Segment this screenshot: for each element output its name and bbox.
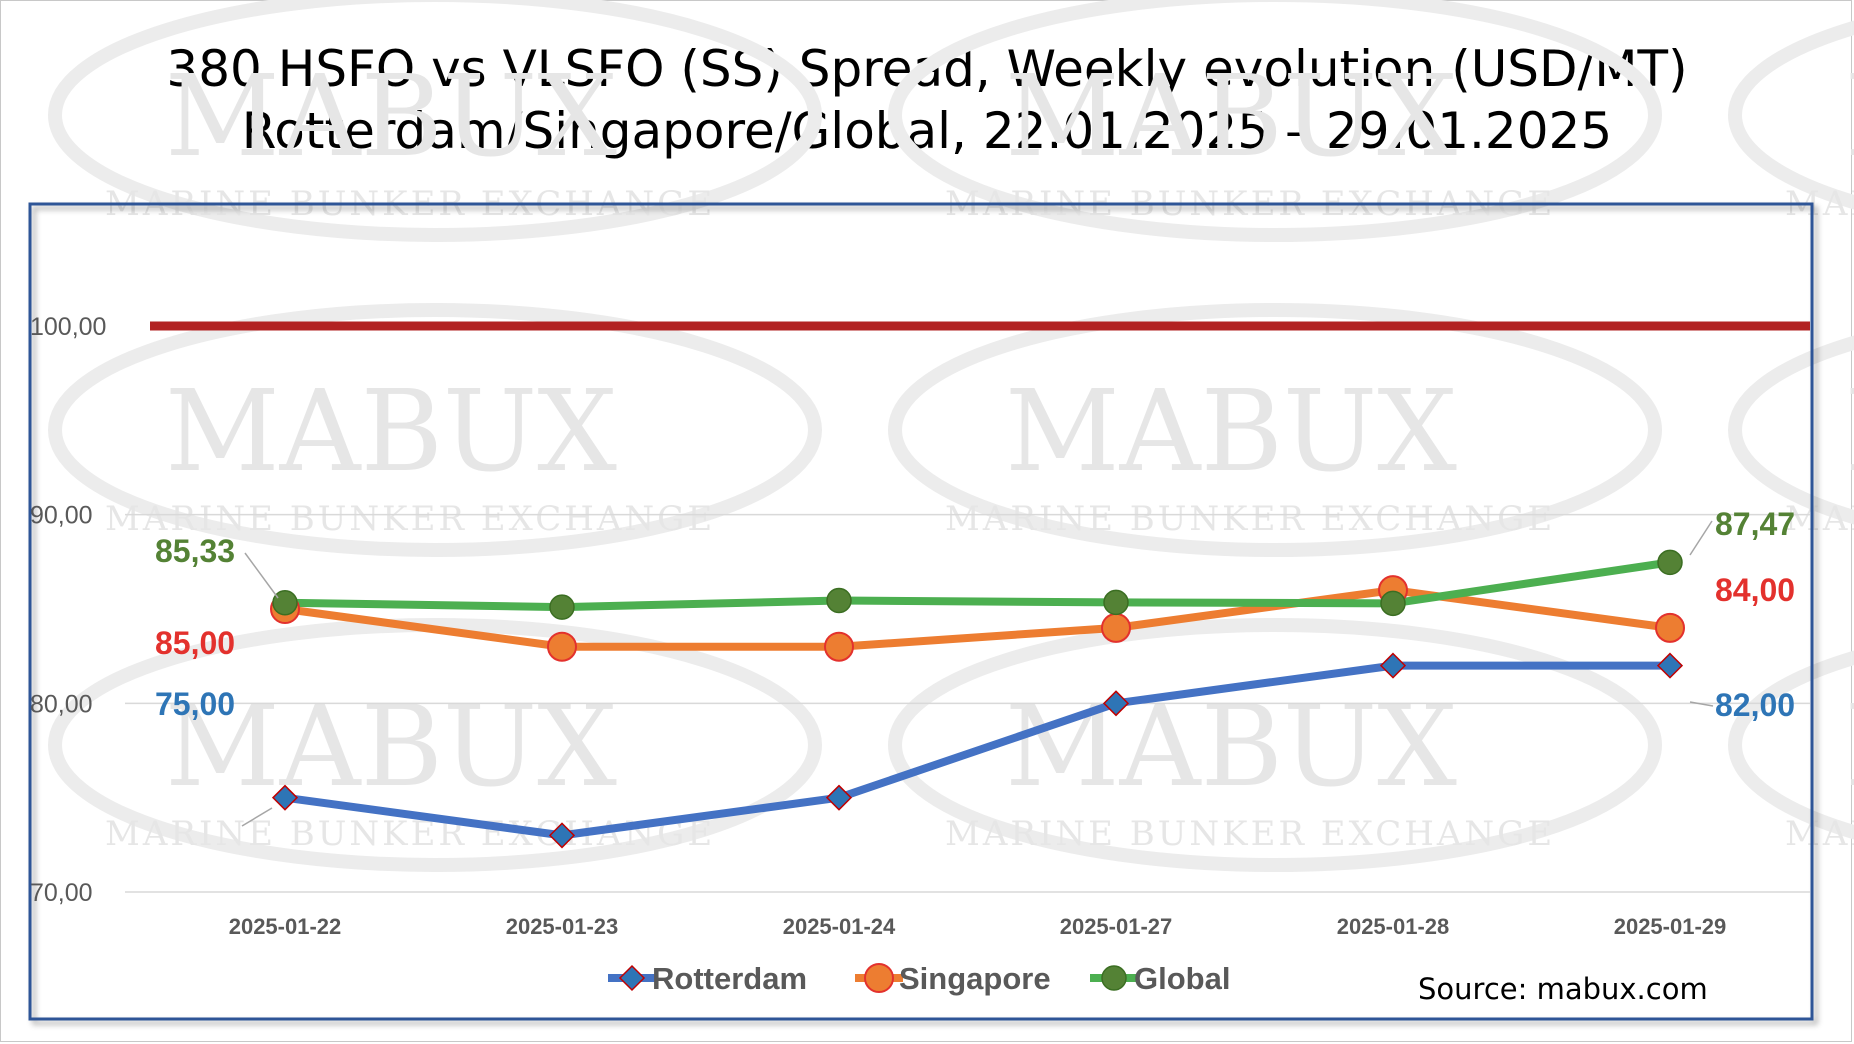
y-tick-label: 90,00 [30,502,93,530]
watermark-brand: MABUX [1845,367,1854,497]
singapore-end-label: 84,00 [1715,572,1795,608]
gridlines [125,513,1810,893]
rotterdam-point [1656,652,1684,679]
watermark-swoosh [1728,20,1854,210]
singapore-point [1655,612,1685,643]
watermark-swoosh [48,618,822,872]
watermark-tagline: MARINE BUNKER EXCHANGE [1785,499,1854,539]
watermark-tagline: MARINE BUNKER EXCHANGE [105,499,715,539]
rotterdam-point [1379,652,1407,679]
singapore-point [547,631,577,662]
global-point [1657,549,1683,576]
global-point [1380,590,1406,617]
rotterdam-point [271,784,299,811]
rotterdam-line [281,661,1674,840]
global-point [1101,965,1127,991]
watermark-swoosh [1728,335,1854,525]
singapore-legend-label: Singapore [899,961,1051,996]
global-point [549,594,575,620]
global-line [281,558,1674,612]
x-tick-label: 2025-01-29 [1614,914,1727,939]
global-point [1103,589,1129,616]
singapore-start-label: 85,00 [155,625,235,661]
watermark-swoosh [888,618,1662,872]
chart-title-line2: Rotterdam/Singapore/Global, 22.01.2025 –… [241,102,1613,160]
watermark-swoosh [48,0,822,242]
x-tick-label: 2025-01-27 [1060,914,1173,939]
watermark-brand: MABUX [1005,52,1457,182]
y-tick-label: 80,00 [30,690,93,718]
watermark-tagline: MARINE BUNKER EXCHANGE [945,814,1555,854]
rotterdam-end-leader [1689,701,1714,707]
watermark-brand: MABUX [1845,682,1854,812]
global-start-label: 85,33 [155,533,235,569]
watermark-swoosh [48,303,822,557]
watermark-brand: MABUX [165,52,617,182]
data-labels: 75,00 82,00 85,00 84,00 85,33 87,47 [155,506,1795,827]
series-lines [270,549,1685,849]
rotterdam-point [548,822,576,849]
singapore-point [864,963,894,993]
rotterdam-start-label: 75,00 [155,686,235,722]
watermark-brand: MABUX [1005,367,1457,497]
rotterdam-legend-label: Rotterdam [652,961,807,996]
watermark-tagline: MARINE BUNKER EXCHANGE [105,814,715,854]
singapore-point [1101,612,1131,643]
rotterdam-point [1102,690,1130,717]
x-tick-label: 2025-01-28 [1337,914,1450,939]
x-tick-label: 2025-01-24 [783,914,896,939]
source-note: Source: mabux.com [1418,972,1708,1006]
global-end-label: 87,47 [1715,506,1795,542]
rotterdam-point [825,784,853,811]
watermark-swoosh [888,303,1662,557]
watermark-tagline: MARINE BUNKER EXCHANGE [945,499,1555,539]
rotterdam-end-label: 82,00 [1715,687,1795,723]
watermark-tagline: MARINE BUNKER EXCHANGE [1785,814,1854,854]
global-legend-label: Global [1134,961,1230,996]
global-point [826,587,852,614]
chart-area-border [28,202,1814,1021]
global-point [272,590,298,616]
rotterdam-point [618,964,646,992]
watermark-swoosh [1728,650,1854,840]
watermark-brand: MABUX [1845,52,1854,182]
watermark-brand: MABUX [165,367,617,497]
global-end-leader [1689,520,1713,556]
singapore-point [824,631,854,662]
legend: Rotterdam Singapore Global [608,961,1230,996]
x-tick-label: 2025-01-22 [229,914,342,939]
axes: 100,00 90,00 80,00 70,00 2025-01-22 2025-01-2… [30,313,1726,939]
y-tick-label: 70,00 [30,879,93,907]
watermark-brand: MABUX [1005,682,1457,812]
x-tick-label: 2025-01-23 [506,914,619,939]
global-start-leader [244,552,279,599]
y-tick-label: 100,00 [30,313,106,341]
chart-title: 380 HSFO vs VLSFO (SS) Spread, Weekly ev… [0,38,1854,162]
rotterdam-start-leader [241,807,273,827]
watermark-swoosh [888,0,1662,242]
